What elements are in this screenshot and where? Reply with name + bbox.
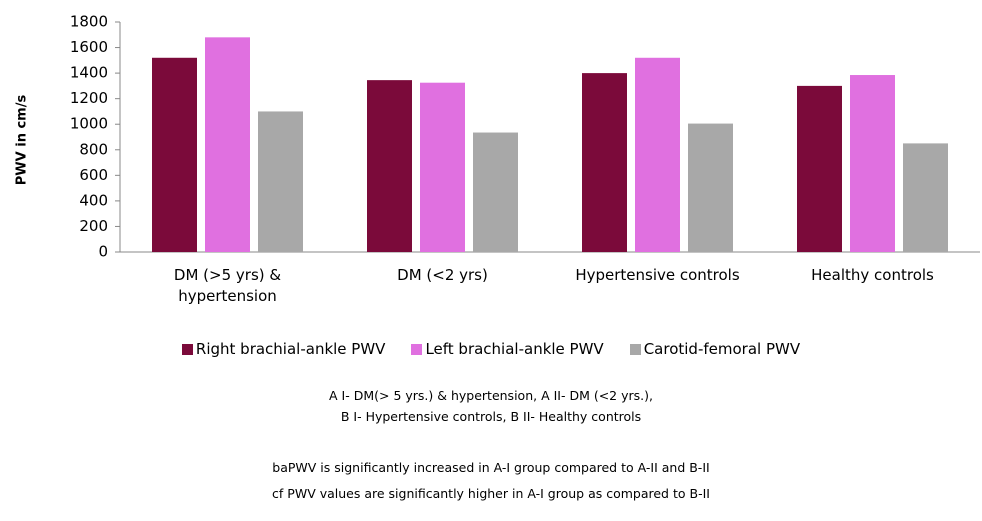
y-tick-label: 800 bbox=[79, 140, 108, 158]
chart: PWV in cm/s 0 200 400 600 800 1000 1200 1400 160… bbox=[15, 13, 980, 261]
x-tick-label: Healthy controls bbox=[811, 266, 934, 284]
y-tick-label: 1800 bbox=[70, 13, 108, 31]
note: A I- DM(> 5 yrs.) & hypertension, A II- … bbox=[329, 388, 653, 403]
y-tick-label: 400 bbox=[79, 191, 108, 209]
y-tick-label: 0 bbox=[98, 243, 108, 261]
bar bbox=[152, 57, 197, 253]
bar bbox=[635, 57, 680, 253]
x-tick-label: DM (>5 yrs) & hypertension bbox=[173, 266, 282, 305]
legend-item: Carotid-femoral PWV bbox=[629, 340, 801, 358]
legend-item: Right brachial-ankle PWV bbox=[181, 340, 386, 358]
bar bbox=[473, 132, 518, 252]
legend-label: Right brachial-ankle PWV bbox=[195, 340, 386, 358]
note: cf PWV values are significantly higher i… bbox=[272, 486, 710, 501]
legend: Right brachial-ankle PWV Left brachial-an… bbox=[0, 340, 982, 358]
y-tick-label: 1200 bbox=[70, 89, 108, 107]
y-axis-label: PWV in cm/s bbox=[15, 95, 30, 186]
legend-swatch bbox=[629, 344, 641, 355]
y-tick-label: 1000 bbox=[70, 115, 108, 133]
x-tick-label: Hypertensive controls bbox=[575, 266, 740, 284]
y-tick-label: 1600 bbox=[70, 38, 108, 56]
bar bbox=[258, 111, 303, 252]
bar bbox=[688, 123, 733, 252]
legend-swatch bbox=[181, 344, 193, 355]
y-tick-label: 600 bbox=[79, 166, 108, 184]
x-tick-label: DM (<2 yrs) bbox=[397, 266, 488, 284]
y-tick-label: 200 bbox=[79, 217, 108, 235]
bar bbox=[797, 85, 842, 252]
note: baPWV is significantly increased in A-I … bbox=[272, 460, 710, 475]
y-tick-label: 1400 bbox=[70, 64, 108, 82]
bar bbox=[205, 37, 250, 253]
legend-label: Carotid-femoral PWV bbox=[643, 340, 801, 358]
bar bbox=[367, 80, 412, 252]
legend-item: Left brachial-ankle PWV bbox=[411, 340, 604, 358]
note: B I- Hypertensive controls, B II- Health… bbox=[340, 409, 642, 424]
bar bbox=[582, 73, 627, 252]
legend-label: Left brachial-ankle PWV bbox=[425, 340, 604, 358]
bar bbox=[903, 143, 948, 252]
bar bbox=[420, 82, 465, 252]
legend-swatch bbox=[411, 344, 423, 355]
bar bbox=[850, 75, 895, 253]
